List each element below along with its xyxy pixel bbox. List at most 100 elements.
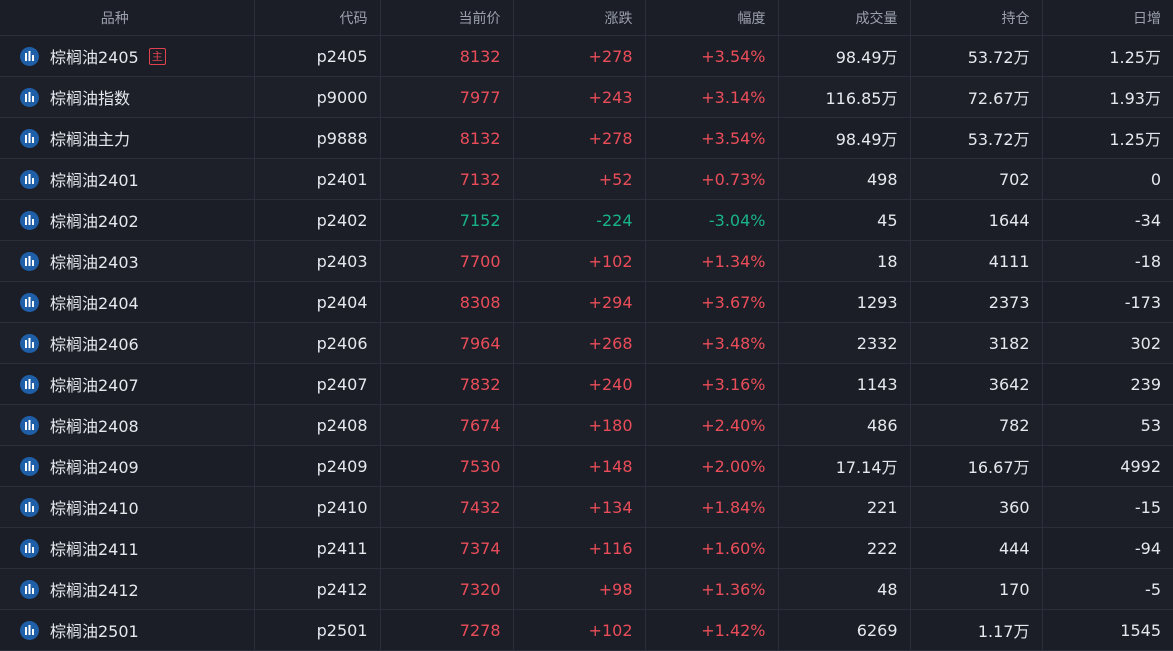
column-header-code[interactable]: 代码 (254, 0, 381, 36)
column-header-variety[interactable]: 品种 (0, 0, 255, 36)
code-cell: p2410 (254, 486, 381, 528)
chart-icon[interactable] (20, 579, 39, 599)
chart-icon[interactable] (20, 46, 39, 66)
percent-cell: +1.84% (645, 486, 779, 528)
column-header-price[interactable]: 当前价 (380, 0, 514, 36)
table-row[interactable]: 棕榈油2411 p2411 7374 +116 +1.60% 222 444 -94 (0, 527, 1173, 569)
column-header-percent[interactable]: 幅度 (645, 0, 779, 36)
table-row[interactable]: 棕榈油2412 p2412 7320 +98 +1.36% 48 170 -5 (0, 568, 1173, 610)
table-row[interactable]: 棕榈油2407 p2407 7832 +240 +3.16% 1143 3642 239 (0, 363, 1173, 405)
table-row[interactable]: 棕榈油2404 p2404 8308 +294 +3.67% 1293 2373 -173 (0, 281, 1173, 323)
column-header-open-interest[interactable]: 持仓 (910, 0, 1043, 36)
chart-icon[interactable] (20, 333, 39, 353)
price-cell: 8132 (380, 117, 514, 159)
variety-cell[interactable]: 棕榈油2404 (0, 281, 255, 323)
price-cell: 7374 (380, 527, 514, 569)
open-interest-cell: 702 (910, 158, 1043, 200)
price-cell: 7700 (380, 240, 514, 282)
change-cell: +98 (513, 568, 646, 610)
variety-cell[interactable]: 棕榈油2501 (0, 609, 255, 651)
chart-icon[interactable] (20, 415, 39, 435)
variety-name: 棕榈油2411 (50, 540, 139, 559)
chart-icon[interactable] (20, 497, 39, 517)
code-cell: p2401 (254, 158, 381, 200)
open-interest-cell: 4111 (910, 240, 1043, 282)
open-interest-cell: 360 (910, 486, 1043, 528)
change-cell: +294 (513, 281, 646, 323)
chart-icon[interactable] (20, 456, 39, 476)
chart-icon[interactable] (20, 169, 39, 189)
code-cell: p2501 (254, 609, 381, 651)
daily-increase-cell: -94 (1042, 527, 1173, 569)
variety-cell[interactable]: 棕榈油2401 (0, 158, 255, 200)
variety-cell[interactable]: 棕榈油2410 (0, 486, 255, 528)
column-header-daily-increase[interactable]: 日增 (1042, 0, 1173, 36)
table-row[interactable]: 棕榈油主力 p9888 8132 +278 +3.54% 98.49万 53.72万 1.25… (0, 117, 1173, 159)
main-contract-badge: 主 (148, 47, 166, 65)
code-cell: p2406 (254, 322, 381, 364)
table-row[interactable]: 棕榈油2408 p2408 7674 +180 +2.40% 486 782 53 (0, 404, 1173, 446)
percent-cell: +3.16% (645, 363, 779, 405)
chart-icon[interactable] (20, 292, 39, 312)
daily-increase-cell: 239 (1042, 363, 1173, 405)
chart-icon[interactable] (20, 128, 39, 148)
variety-cell[interactable]: 棕榈油2407 (0, 363, 255, 405)
variety-cell[interactable]: 棕榈油2409 (0, 445, 255, 487)
percent-cell: +0.73% (645, 158, 779, 200)
column-header-change[interactable]: 涨跌 (513, 0, 646, 36)
code-cell: p2403 (254, 240, 381, 282)
chart-icon[interactable] (20, 620, 39, 640)
daily-increase-cell: 53 (1042, 404, 1173, 446)
variety-cell[interactable]: 棕榈油2408 (0, 404, 255, 446)
variety-cell[interactable]: 棕榈油2405 主 (0, 35, 255, 77)
variety-cell[interactable]: 棕榈油主力 (0, 117, 255, 159)
chart-icon[interactable] (20, 538, 39, 558)
percent-cell: +2.40% (645, 404, 779, 446)
table-row[interactable]: 棕榈油2401 p2401 7132 +52 +0.73% 498 702 0 (0, 158, 1173, 200)
volume-cell: 2332 (778, 322, 911, 364)
chart-icon[interactable] (20, 87, 39, 107)
variety-name: 棕榈油2404 (50, 294, 139, 313)
variety-cell[interactable]: 棕榈油2402 (0, 199, 255, 241)
variety-name: 棕榈油指数 (50, 89, 131, 108)
variety-cell[interactable]: 棕榈油2403 (0, 240, 255, 282)
variety-cell[interactable]: 棕榈油指数 (0, 76, 255, 118)
table-row[interactable]: 棕榈油2501 p2501 7278 +102 +1.42% 6269 1.17万 1545 (0, 609, 1173, 651)
variety-name: 棕榈油2410 (50, 499, 139, 518)
variety-cell[interactable]: 棕榈油2411 (0, 527, 255, 569)
price-cell: 7152 (380, 199, 514, 241)
variety-cell[interactable]: 棕榈油2412 (0, 568, 255, 610)
table-row[interactable]: 棕榈油2405 主 p2405 8132 +278 +3.54% 98.49万 53.72万 1… (0, 35, 1173, 77)
column-header-volume[interactable]: 成交量 (778, 0, 911, 36)
open-interest-cell: 444 (910, 527, 1043, 569)
volume-cell: 18 (778, 240, 911, 282)
table-row[interactable]: 棕榈油2409 p2409 7530 +148 +2.00% 17.14万 16.67万 49… (0, 445, 1173, 487)
variety-name: 棕榈油2402 (50, 212, 139, 231)
daily-increase-cell: 302 (1042, 322, 1173, 364)
percent-cell: +1.34% (645, 240, 779, 282)
variety-name: 棕榈油2501 (50, 622, 139, 641)
daily-increase-cell: 1.93万 (1042, 76, 1173, 118)
daily-increase-cell: -18 (1042, 240, 1173, 282)
chart-icon[interactable] (20, 251, 39, 271)
open-interest-cell: 2373 (910, 281, 1043, 323)
table-row[interactable]: 棕榈油2402 p2402 7152 -224 -3.04% 45 1644 -34 (0, 199, 1173, 241)
variety-name: 棕榈油主力 (50, 130, 131, 149)
open-interest-cell: 53.72万 (910, 117, 1043, 159)
open-interest-cell: 1644 (910, 199, 1043, 241)
change-cell: +116 (513, 527, 646, 569)
code-cell: p2408 (254, 404, 381, 446)
percent-cell: +3.67% (645, 281, 779, 323)
daily-increase-cell: 0 (1042, 158, 1173, 200)
chart-icon[interactable] (20, 210, 39, 230)
table-row[interactable]: 棕榈油2406 p2406 7964 +268 +3.48% 2332 3182 302 (0, 322, 1173, 364)
price-cell: 7832 (380, 363, 514, 405)
table-row[interactable]: 棕榈油2410 p2410 7432 +134 +1.84% 221 360 -15 (0, 486, 1173, 528)
header-row: 品种 代码 当前价 涨跌 幅度 成交量 持仓 日增 (0, 0, 1173, 36)
chart-icon[interactable] (20, 374, 39, 394)
table-row[interactable]: 棕榈油2403 p2403 7700 +102 +1.34% 18 4111 -18 (0, 240, 1173, 282)
price-cell: 7278 (380, 609, 514, 651)
variety-cell[interactable]: 棕榈油2406 (0, 322, 255, 364)
table-row[interactable]: 棕榈油指数 p9000 7977 +243 +3.14% 116.85万 72.67万 1.9… (0, 76, 1173, 118)
variety-name: 棕榈油2409 (50, 458, 139, 477)
